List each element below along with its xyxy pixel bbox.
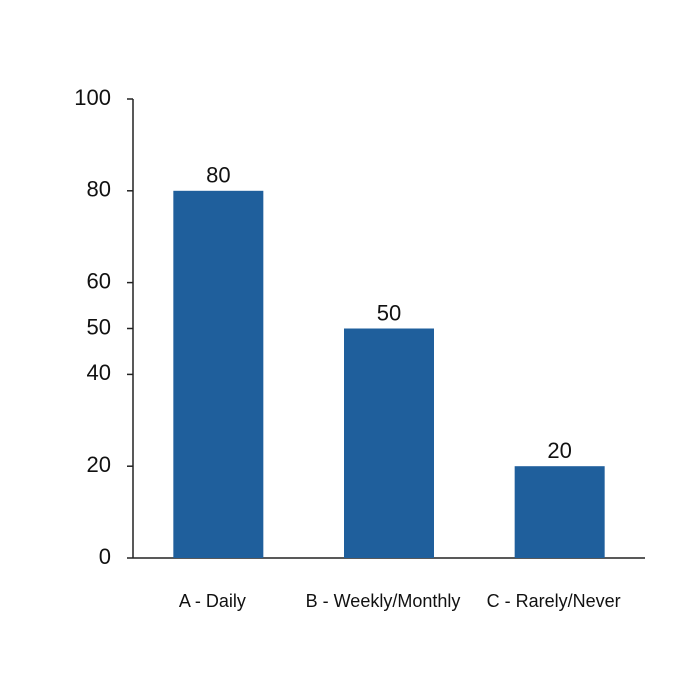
bar	[173, 190, 264, 559]
bar	[344, 328, 434, 558]
y-tick-label: 80	[87, 177, 111, 202]
y-tick-label: 20	[87, 452, 111, 477]
y-tick-label: 100	[74, 85, 111, 110]
y-tick-label: 60	[87, 268, 111, 293]
y-tick-label: 0	[99, 544, 111, 569]
bar	[514, 466, 605, 558]
x-tick-label: B - Weekly/Monthly	[306, 591, 461, 611]
y-tick-label: 50	[87, 314, 111, 339]
value-label: 80	[206, 163, 230, 188]
value-label: 50	[377, 300, 401, 325]
x-tick-label: A - Daily	[179, 591, 246, 611]
value-label: 20	[547, 438, 571, 463]
x-tick-label: C - Rarely/Never	[487, 591, 621, 611]
y-tick-label: 40	[87, 360, 111, 385]
